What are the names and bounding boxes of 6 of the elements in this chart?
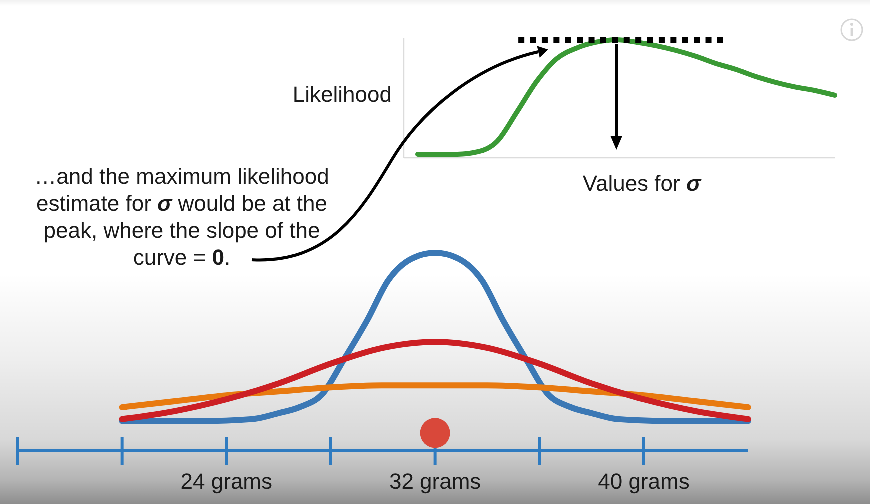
x-tick-label: 32 grams xyxy=(389,469,482,494)
x-tick-label: 24 grams xyxy=(180,469,273,494)
x-axis-title: Values for σ xyxy=(582,171,702,196)
x-tick-label: 40 grams xyxy=(598,469,690,494)
y-axis-title: Likelihood xyxy=(292,82,392,107)
annotation: …and the maximum likelihood estimate for σ would be at the peak, where the slope of the curve = 0. xyxy=(34,164,330,270)
